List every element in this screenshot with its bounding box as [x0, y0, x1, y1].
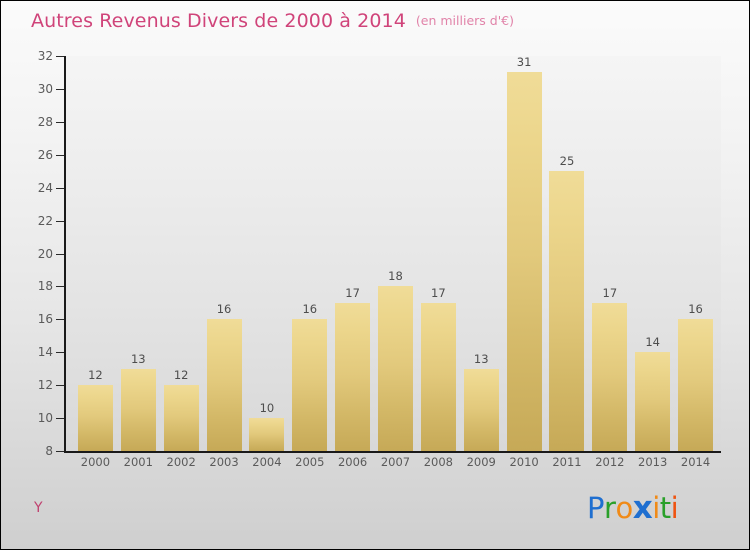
bar[interactable]: 12	[163, 368, 199, 451]
bar[interactable]: 13	[120, 352, 156, 451]
x-tick-label: 2007	[380, 455, 411, 469]
y-tick-mark	[56, 220, 64, 222]
x-tick-label: 2011	[552, 455, 582, 469]
proxiti-logo: Proxiti	[587, 490, 679, 526]
bar-value-label: 17	[602, 285, 618, 300]
bar-value-label: 16	[302, 302, 318, 317]
y-tick-label: 12	[37, 378, 53, 393]
y-tick-mark	[56, 385, 64, 387]
y-tick-mark	[56, 187, 64, 189]
bar[interactable]: 17	[335, 286, 371, 451]
x-tick-label: 2000	[80, 455, 111, 469]
y-tick-mark	[56, 88, 64, 90]
bar[interactable]: 16	[678, 302, 714, 451]
bar-value-label: 16	[688, 302, 703, 317]
x-axis-line	[64, 451, 721, 453]
bar-value-label: 14	[645, 335, 661, 350]
y-tick-mark	[56, 352, 64, 354]
bar-value-label: 13	[130, 351, 146, 366]
y-tick-label: 8	[45, 444, 53, 458]
title-block: Autres Revenus Divers de 2000 à 2014 (en …	[31, 10, 514, 32]
bar-value-label: 31	[516, 55, 532, 70]
y-tick-label: 24	[37, 180, 53, 195]
y-tick-label: 30	[37, 81, 53, 96]
x-tick-label: 2010	[509, 455, 539, 469]
bar[interactable]: 25	[549, 154, 585, 451]
y-tick-mark	[56, 286, 64, 288]
x-tick-label: 2012	[595, 455, 625, 469]
y-tick-label: 10	[37, 411, 53, 426]
y-tick-mark	[56, 253, 64, 255]
y-tick-label: 22	[37, 213, 53, 228]
y-tick-mark	[56, 319, 64, 321]
x-tick-label: 2002	[166, 455, 196, 469]
logo-letter: x	[632, 490, 653, 526]
x-tick-label: 2014	[680, 455, 711, 469]
x-tick-label: 2008	[423, 455, 453, 469]
logo-letter: r	[604, 491, 616, 525]
y-tick-mark	[56, 121, 64, 123]
plot-area: 8 10 12 14 16 18 20 22 24 26 28 30 32 12 13 12 16 10 16 17…	[38, 49, 721, 469]
bar-value-label: 18	[388, 269, 403, 284]
logo-letter: o	[615, 491, 633, 525]
bar[interactable]: 16	[206, 302, 242, 451]
x-tick-label: 2001	[123, 455, 153, 469]
y-tick-label: 18	[37, 279, 53, 294]
bar-value-label: 13	[473, 351, 489, 366]
y-tick-mark	[56, 418, 64, 420]
x-tick-label: 2003	[209, 455, 239, 469]
bar[interactable]: 18	[378, 269, 413, 451]
bar[interactable]: 14	[635, 335, 671, 451]
y-tick-mark	[56, 56, 64, 57]
chart-subtitle: (en milliers d'€)	[415, 13, 514, 28]
bar[interactable]: 10	[249, 401, 285, 451]
footer-code-label: Y	[34, 500, 43, 516]
x-tick-label: 2004	[252, 455, 282, 469]
y-tick-mark	[56, 451, 64, 452]
y-tick-label: 32	[37, 49, 53, 63]
y-tick-label: 14	[37, 345, 53, 360]
bar-value-label: 17	[345, 285, 360, 300]
bar[interactable]: 16	[292, 302, 328, 451]
x-tick-label: 2005	[295, 455, 325, 469]
bar[interactable]: 13	[463, 352, 499, 451]
x-tick-label: 2013	[638, 455, 668, 469]
y-tick-mark	[56, 154, 64, 156]
page-title: Autres Revenus Divers de 2000 à 2014	[31, 10, 406, 32]
y-tick-label: 20	[37, 246, 53, 261]
bar-value-label: 12	[88, 368, 103, 383]
bar-value-label: 25	[559, 154, 575, 169]
y-axis-line	[64, 56, 66, 451]
y-tick-label: 28	[37, 114, 53, 129]
bar-value-label: 17	[431, 285, 446, 300]
bar[interactable]: 12	[77, 368, 113, 451]
bar-value-label: 12	[173, 368, 189, 383]
logo-letter: t	[659, 491, 671, 525]
logo-letter: P	[587, 491, 605, 525]
y-tick-label: 16	[37, 312, 53, 327]
bar[interactable]: 17	[420, 286, 456, 451]
x-tick-label: 2006	[337, 455, 368, 469]
bar[interactable]: 17	[592, 286, 628, 451]
bar-value-label: 10	[259, 401, 275, 416]
bar-value-label: 16	[216, 302, 232, 317]
y-tick-label: 26	[37, 147, 53, 162]
x-tick-label: 2009	[466, 455, 496, 469]
logo-letter: i	[652, 491, 660, 525]
bar[interactable]: 31	[506, 55, 542, 451]
logo-letter: i	[670, 491, 679, 525]
